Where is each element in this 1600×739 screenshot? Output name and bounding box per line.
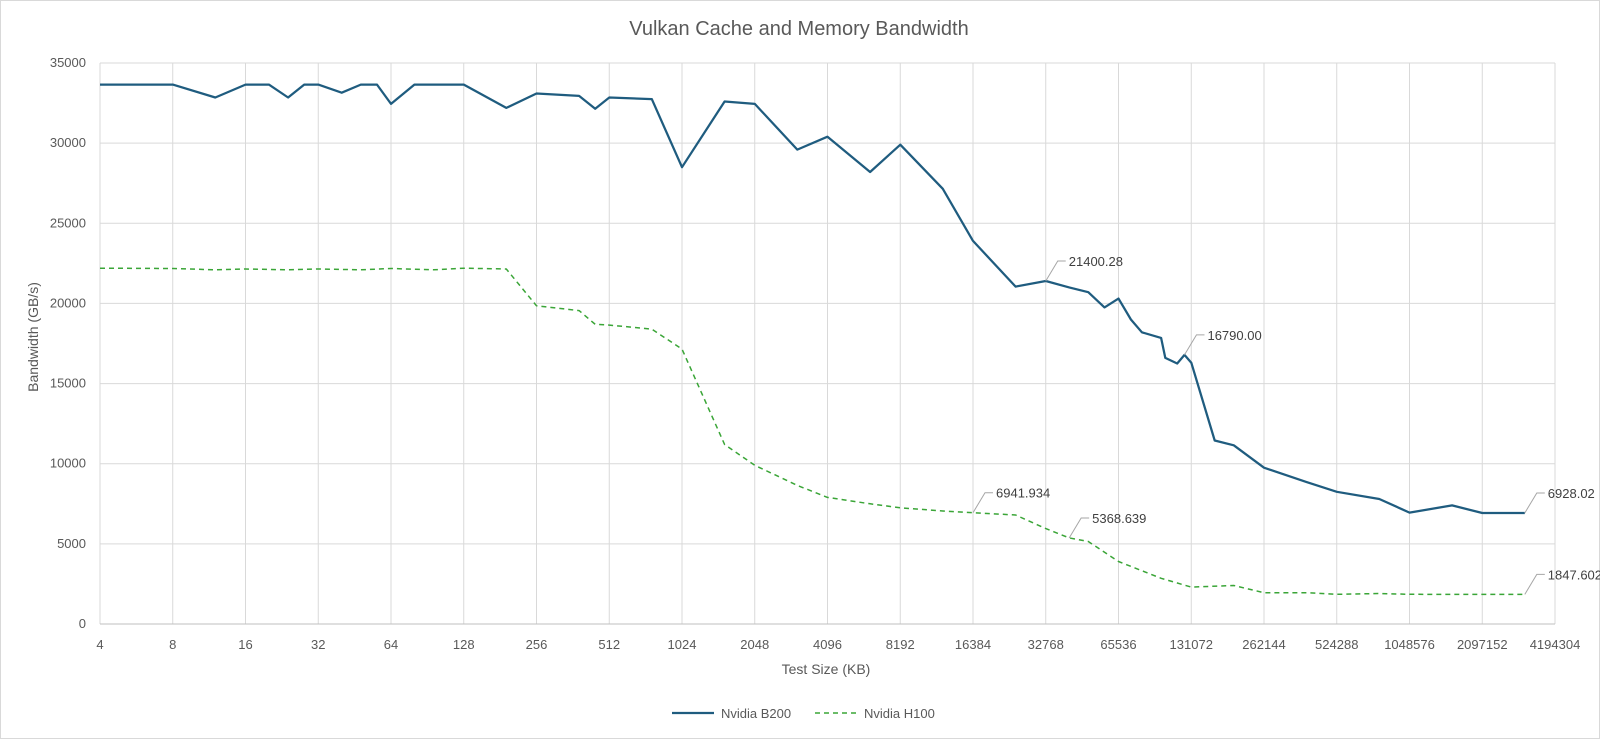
- y-tick-label: 30000: [50, 135, 86, 150]
- x-tick-label: 256: [526, 637, 548, 652]
- annotation-leader: [972, 492, 993, 513]
- y-tick-label: 25000: [50, 215, 86, 230]
- x-axis-label: Test Size (KB): [782, 661, 871, 677]
- y-tick-label: 35000: [50, 55, 86, 70]
- x-tick-label: 4096: [813, 637, 842, 652]
- y-tick-label: 5000: [57, 536, 86, 551]
- y-tick-label: 15000: [50, 376, 86, 391]
- chart-title: Vulkan Cache and Memory Bandwidth: [629, 18, 968, 40]
- y-tick-label: 20000: [50, 295, 86, 310]
- x-tick-label: 1048576: [1384, 637, 1435, 652]
- y-tick-label: 0: [79, 616, 86, 631]
- x-tick-label: 8: [169, 637, 176, 652]
- series-line-nvidia-h100: [99, 267, 1525, 596]
- x-tick-label: 32768: [1028, 637, 1064, 652]
- x-tick-label: 65536: [1100, 637, 1136, 652]
- legend-label: Nvidia B200: [721, 706, 791, 721]
- x-tick-label: 32: [311, 637, 325, 652]
- annotation-leader: [1524, 573, 1545, 595]
- x-tick-label: 262144: [1242, 637, 1285, 652]
- data-label: 16790.00: [1207, 328, 1261, 343]
- series-group: [99, 83, 1525, 596]
- annotation-leader: [1184, 334, 1205, 356]
- data-label: 5368.639: [1092, 511, 1146, 526]
- x-tick-label: 524288: [1315, 637, 1358, 652]
- x-tick-label: 4194304: [1530, 637, 1581, 652]
- data-label: 6928.02: [1548, 486, 1595, 501]
- data-label: 6941.934: [996, 486, 1050, 501]
- x-tick-label: 16384: [955, 637, 991, 652]
- annotation-leader: [1068, 517, 1090, 539]
- x-tick-label: 4: [96, 637, 103, 652]
- legend-label: Nvidia H100: [864, 706, 935, 721]
- x-tick-label: 128: [453, 637, 475, 652]
- x-tick-label: 2048: [740, 637, 769, 652]
- annotations-group: 21400.28 16790.00 6928.02 6941.934 5368.639 1…: [972, 254, 1600, 595]
- data-label: 1847.602: [1548, 567, 1600, 582]
- gridlines: [99, 62, 1556, 624]
- x-tick-label: 8192: [886, 637, 915, 652]
- y-axis-label: Bandwidth (GB/s): [25, 282, 41, 392]
- x-tick-label: 1024: [668, 637, 697, 652]
- data-label: 21400.28: [1069, 254, 1123, 269]
- annotation-leader: [1045, 260, 1066, 282]
- x-tick-label: 131072: [1170, 637, 1213, 652]
- annotation-leader: [1524, 492, 1545, 514]
- x-tick-label: 64: [384, 637, 398, 652]
- series-line-nvidia-b200: [100, 83, 1525, 515]
- x-tick-label: 512: [598, 637, 620, 652]
- x-tick-label: 2097152: [1457, 637, 1508, 652]
- legend: Nvidia B200 Nvidia H100: [672, 706, 935, 721]
- x-tick-label: 16: [238, 637, 252, 652]
- y-tick-label: 10000: [50, 456, 86, 471]
